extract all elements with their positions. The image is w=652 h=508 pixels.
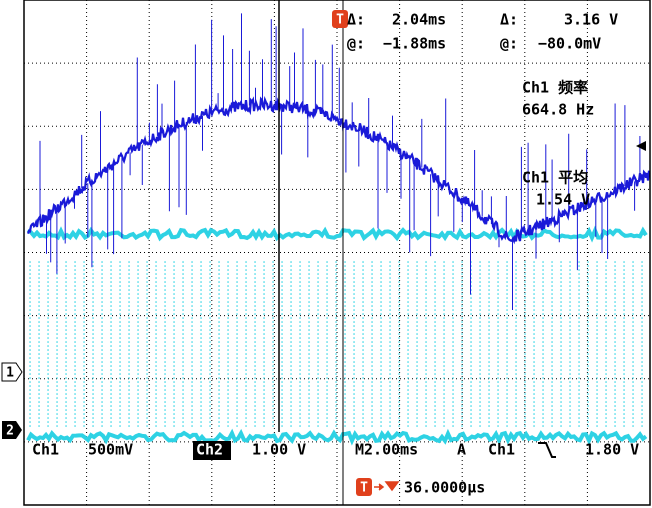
trigger-pos-box <box>356 478 372 496</box>
status-text: Ch1 <box>32 441 59 459</box>
cursor-label: @: <box>347 35 365 53</box>
measurement-label: Ch1 平均 <box>522 169 588 187</box>
ch2-low <box>26 428 648 446</box>
measurement-value: 1.54 V <box>536 191 590 209</box>
measurement-label: Ch1 频率 <box>522 79 588 97</box>
cursor-value: 3.16 V <box>564 11 618 29</box>
cursor-value: −1.88ms <box>383 35 446 53</box>
trigger-marker: T <box>336 13 344 28</box>
status-text: M2.00ms <box>355 441 418 459</box>
trigger-pos-marker: T <box>360 481 368 496</box>
status-text: 500mV <box>88 441 133 459</box>
status-text: 1.80 V <box>585 441 639 459</box>
screen-border <box>23 0 651 506</box>
status-text: 1.00 V <box>252 441 306 459</box>
ch2-marker-shape <box>2 421 22 439</box>
graticule <box>24 0 650 505</box>
measurement-value: 664.8 Hz <box>522 101 594 119</box>
cursor-label: Δ: <box>347 11 365 29</box>
ch2-high <box>26 225 648 243</box>
ch2-badge <box>193 441 231 460</box>
cursor-value: −80.0mV <box>538 35 601 53</box>
ch1-marker: 1 <box>6 366 14 381</box>
cursor-label: @: <box>500 35 518 53</box>
ch1-spikes <box>39 13 641 310</box>
ch2-marker: 2 <box>6 424 14 439</box>
status-text: Ch1 <box>488 441 515 459</box>
level-marker <box>636 141 646 151</box>
waveforms <box>26 13 651 446</box>
trigger-arrow <box>374 481 400 492</box>
status-text: A <box>457 441 466 459</box>
status-text: Ch2 <box>196 441 223 459</box>
ch1-marker-shape <box>1 362 23 382</box>
ch2-transitions <box>29 261 643 427</box>
cursor-value: 2.04ms <box>392 11 446 29</box>
cursor-label: Δ: <box>500 11 518 29</box>
trigger-position: 36.0000µs <box>404 479 485 497</box>
slope-symbol <box>538 442 556 458</box>
trigger-marker-box <box>332 10 348 28</box>
